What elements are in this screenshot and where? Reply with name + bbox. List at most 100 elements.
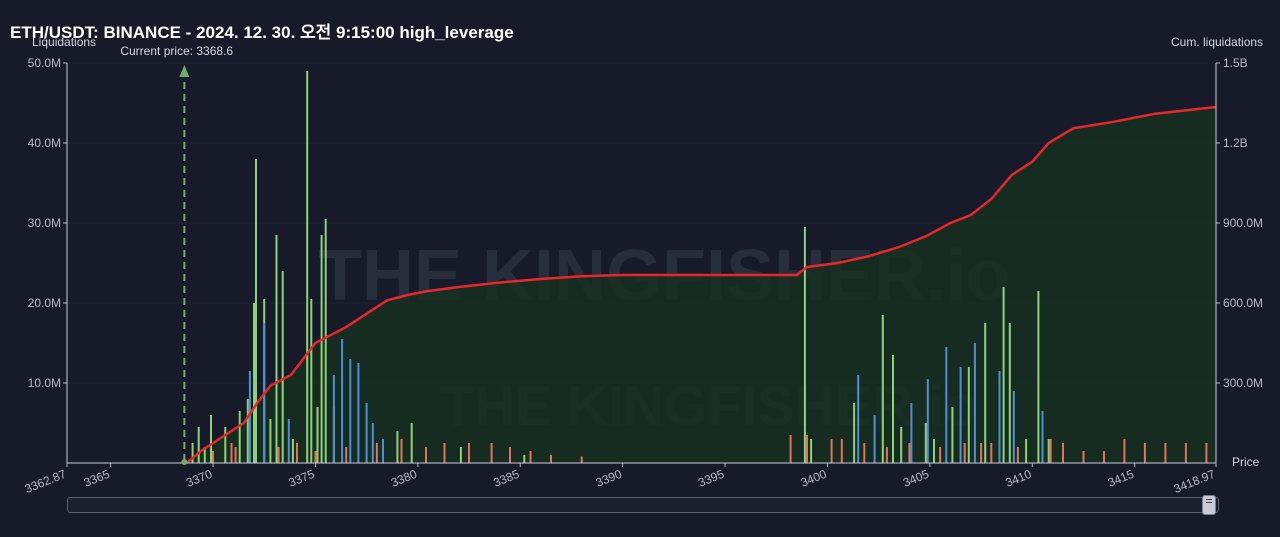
liquidation-bar <box>410 423 413 463</box>
cumulative-line <box>185 105 1217 464</box>
liquidation-bar <box>973 343 976 463</box>
y-tick-label: 40.0M <box>28 136 61 150</box>
liquidation-bar <box>365 403 368 463</box>
x-tick-label: 3390 <box>594 467 624 490</box>
y2-tick-label: 1.5B <box>1223 56 1248 70</box>
x-tick-label: 3380 <box>389 467 419 490</box>
liquidation-bar <box>1047 439 1050 463</box>
y-tick-label: 10.0M <box>28 376 61 390</box>
liquidation-bar <box>382 439 384 463</box>
liquidation-bar <box>967 367 970 463</box>
liquidation-bar <box>400 439 403 463</box>
y2-tick-label: 600.0M <box>1223 296 1263 310</box>
liquidation-bar <box>230 443 233 463</box>
liquidation-bar <box>908 443 911 463</box>
cumulative-area <box>186 107 1216 463</box>
liquidation-bar <box>810 439 813 463</box>
liquidation-bar <box>277 447 280 463</box>
liquidation-bar <box>933 439 935 463</box>
liquidation-bar <box>900 427 903 463</box>
liquidation-bar <box>306 71 309 463</box>
liquidation-bar <box>803 227 806 463</box>
liquidation-bar <box>951 407 954 463</box>
liquidation-bar <box>324 219 327 463</box>
chart-title: ETH/USDT: BINANCE - 2024. 12. 30. 오전 9:1… <box>10 23 514 42</box>
liquidation-bar <box>275 235 278 463</box>
liquidation-bar <box>806 435 808 463</box>
x-tick-label: 3370 <box>184 467 214 490</box>
liquidation-bar <box>375 443 378 463</box>
liquidation-bar <box>191 443 194 463</box>
liquidation-bar <box>840 439 843 463</box>
liquidation-bar <box>885 447 888 463</box>
cumulative-liquidations-line <box>185 105 1217 464</box>
liquidation-bar <box>959 367 962 463</box>
x-tick-label: 3385 <box>491 467 521 490</box>
liquidation-bar <box>523 455 526 463</box>
liquidation-bar <box>238 411 241 463</box>
current-price-label: Current price: 3368.6 <box>120 44 233 58</box>
liquidation-bar <box>314 451 317 463</box>
y-tick-label: 20.0M <box>28 296 61 310</box>
liquidation-bar <box>224 427 227 463</box>
cumulative-area-fill <box>186 107 1216 463</box>
scroll-handle[interactable] <box>1202 495 1216 515</box>
liquidation-bar <box>310 299 313 463</box>
liquidation-bar <box>296 443 298 463</box>
liquidation-bar <box>459 447 462 463</box>
liquidation-bar <box>281 271 284 463</box>
liquidation-bar <box>345 447 348 463</box>
liquidation-bar <box>1164 443 1167 463</box>
current-price-arrow <box>179 65 190 77</box>
liquidation-bar <box>881 315 884 463</box>
liquidation-bar <box>349 359 352 463</box>
liquidation-bar <box>1008 323 1011 463</box>
x-axis-label: Price <box>1232 455 1260 469</box>
liquidation-bar <box>1012 391 1015 463</box>
liquidation-bar <box>509 447 511 463</box>
x-tick-label: 3362.87 <box>23 467 69 496</box>
liquidation-bar <box>371 423 374 463</box>
liquidation-bar <box>210 415 212 463</box>
liquidation-bar <box>980 443 983 463</box>
x-tick-label: 3410 <box>1003 467 1033 490</box>
liquidation-bar <box>234 447 237 463</box>
liquidation-bar <box>1049 439 1052 463</box>
liquidation-bar <box>1025 439 1028 463</box>
liquidation-bar <box>203 447 206 463</box>
liquidation-bar <box>357 363 360 463</box>
liquidation-bar <box>197 427 200 463</box>
liquidation-bar <box>853 403 856 463</box>
y2-tick-label: 1.2B <box>1223 136 1248 150</box>
x-tick-label: 3418.97 <box>1172 467 1218 496</box>
liquidation-bar <box>1184 443 1187 463</box>
liquidation-bar <box>246 399 249 463</box>
liquidation-bar <box>320 235 323 463</box>
liquidation-bar <box>924 423 927 463</box>
y2-tick-label: 300.0M <box>1223 376 1263 390</box>
liquidation-bar <box>269 419 272 463</box>
liquidation-bar <box>789 435 792 463</box>
y2-tick-label: 900.0M <box>1223 216 1263 230</box>
liquidation-bar <box>873 415 876 463</box>
liquidation-bar <box>892 355 894 463</box>
liquidation-bar <box>857 375 860 463</box>
liquidation-bar <box>255 159 257 463</box>
liquidation-bar <box>1205 443 1208 463</box>
zoom-scrollbar[interactable] <box>67 495 1219 515</box>
current-price-dot <box>181 459 188 465</box>
liquidation-bar <box>990 443 993 463</box>
liquidation-bar <box>332 375 335 463</box>
y-axis-label: Liquidations <box>32 35 96 49</box>
liquidation-bar <box>529 451 532 463</box>
liquidation-bar <box>1103 451 1105 463</box>
liquidation-bar <box>910 403 913 463</box>
liquidation-bar <box>580 456 583 463</box>
liquidation-bar <box>425 447 427 463</box>
liquidation-bars <box>191 71 1208 463</box>
liquidation-bar <box>550 455 552 463</box>
liquidation-bar <box>926 379 929 463</box>
liquidation-bar <box>316 407 319 463</box>
x-tick-label: 3400 <box>799 467 829 490</box>
